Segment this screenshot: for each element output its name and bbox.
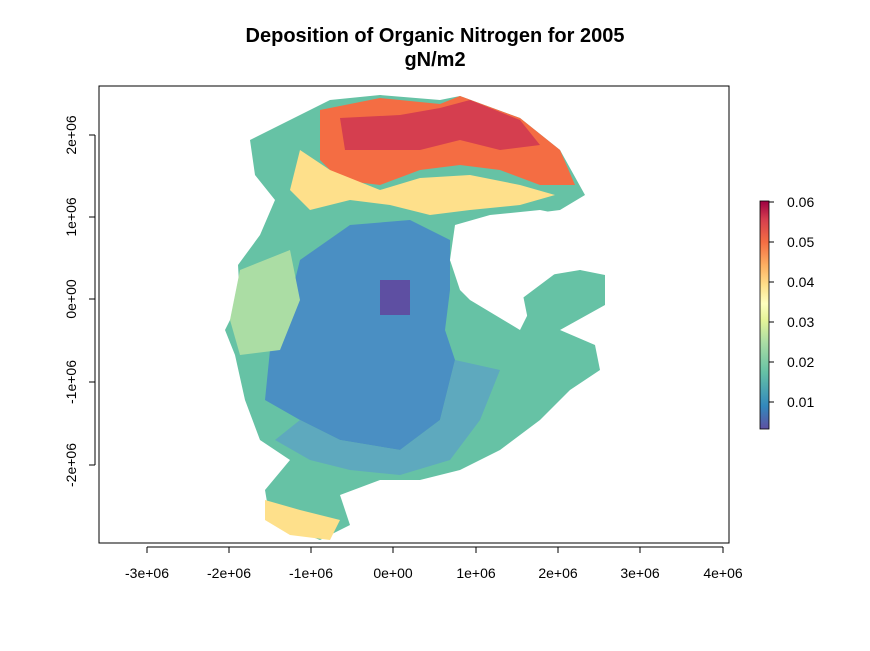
x-tick-label: 1e+06 [456,565,496,581]
north-peak [340,100,540,150]
legend-label: 0.02 [787,354,814,370]
legend-label: 0.04 [787,274,814,290]
legend-label: 0.03 [787,314,814,330]
chart-title: Deposition of Organic Nitrogen for 2005 [245,25,625,47]
plot-frame [98,85,730,544]
greenland-gap [450,210,610,310]
x-axis: -3e+06 -2e+06 -1e+06 0e+00 1e+06 2e+06 3… [125,546,743,581]
north-transition [290,150,555,215]
east-coast [520,270,605,330]
y-tick-label: 1e+06 [63,197,79,237]
pole-low-area [380,280,410,315]
x-tick-label: -3e+06 [125,565,169,581]
x-tick-label: -2e+06 [207,565,251,581]
legend-label: 0.05 [787,234,814,250]
x-tick-label: -1e+06 [289,565,333,581]
legend-label: 0.01 [787,394,814,410]
colorbar [759,200,770,430]
legend-label: 0.06 [787,194,814,210]
x-tick-label: 0e+00 [373,565,413,581]
chart-subtitle: gN/m2 [404,49,466,71]
southwest-tip [265,500,340,540]
y-axis: 2e+06 1e+06 0e+00 -1e+06 -2e+06 [63,115,96,487]
color-legend: 0.06 0.05 0.04 0.03 0.02 0.01 [759,194,814,430]
y-tick-label: -2e+06 [63,443,79,487]
x-tick-label: 2e+06 [538,565,578,581]
y-tick-label: -1e+06 [63,360,79,404]
ocean-basin [265,220,455,450]
west-greenzone [230,250,300,355]
y-tick-label: 0e+00 [63,279,79,319]
x-tick-label: 4e+06 [703,565,743,581]
south-lowland [275,360,500,475]
y-tick-label: 2e+06 [63,115,79,155]
nitrogen-raster [225,95,610,540]
x-tick-label: 3e+06 [620,565,660,581]
